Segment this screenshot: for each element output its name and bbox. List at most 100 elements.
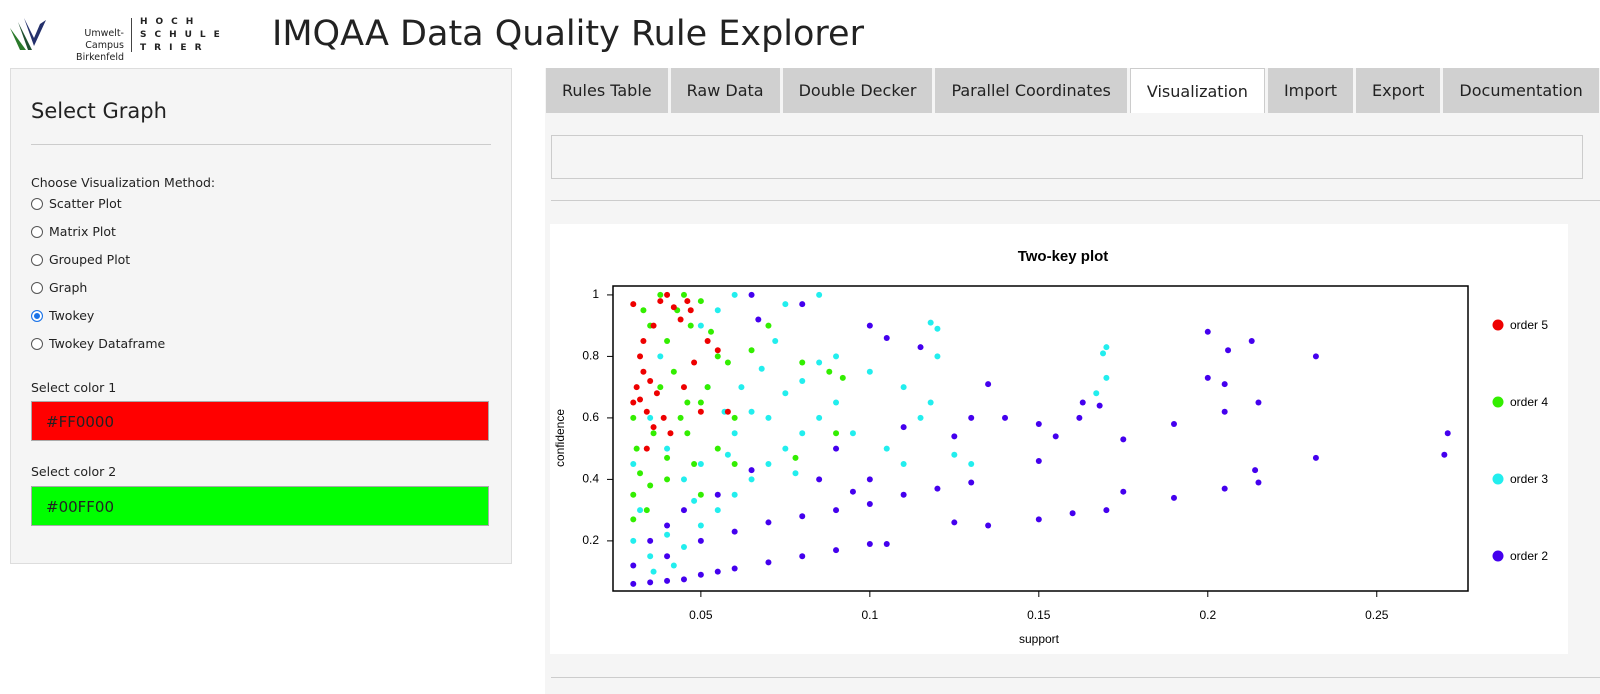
- point: [664, 522, 671, 529]
- point: [637, 353, 644, 360]
- point: [1035, 516, 1042, 523]
- point: [643, 507, 650, 514]
- tab[interactable]: Rules Table: [546, 68, 668, 113]
- legend-marker: [1492, 319, 1504, 331]
- radio-button[interactable]: [31, 309, 43, 322]
- point: [647, 378, 654, 385]
- color-input[interactable]: #00FF00: [31, 486, 489, 526]
- point: [664, 338, 671, 345]
- point: [1204, 328, 1211, 335]
- point: [1096, 402, 1103, 409]
- point: [704, 384, 711, 391]
- field-label: Select color 2: [31, 464, 117, 479]
- tab[interactable]: Export: [1356, 68, 1441, 113]
- point: [687, 322, 694, 329]
- point: [849, 488, 856, 495]
- point: [1093, 390, 1100, 397]
- radio-button[interactable]: [31, 281, 43, 294]
- radio-option[interactable]: Twokey: [31, 308, 94, 323]
- point: [900, 424, 907, 431]
- point: [677, 414, 684, 421]
- point: [1002, 414, 1009, 421]
- point: [704, 338, 711, 345]
- logo-text: HOCH: [140, 17, 202, 27]
- radio-label[interactable]: Scatter Plot: [49, 196, 122, 211]
- point: [633, 445, 640, 452]
- point: [640, 338, 647, 345]
- radio-label[interactable]: Graph: [49, 280, 88, 295]
- point: [664, 577, 671, 584]
- point: [714, 491, 721, 498]
- radio-label[interactable]: Matrix Plot: [49, 224, 116, 239]
- point: [917, 344, 924, 351]
- point: [1100, 350, 1107, 357]
- plot-frame: [612, 285, 1469, 592]
- point: [667, 430, 674, 437]
- radio-option[interactable]: Grouped Plot: [31, 252, 130, 267]
- point: [748, 476, 755, 483]
- tab[interactable]: Double Decker: [782, 68, 933, 113]
- point: [799, 378, 806, 385]
- legend-label: order 2: [1510, 549, 1548, 563]
- point: [630, 537, 637, 544]
- point: [670, 562, 677, 569]
- point: [900, 384, 907, 391]
- point: [714, 507, 721, 514]
- radio-label[interactable]: Grouped Plot: [49, 252, 131, 267]
- tab[interactable]: Visualization: [1129, 68, 1265, 113]
- y-tick-label: 1: [592, 287, 599, 301]
- point: [799, 359, 806, 366]
- point: [670, 368, 677, 375]
- point: [758, 365, 765, 372]
- radio-option[interactable]: Graph: [31, 280, 87, 295]
- color-input[interactable]: #FF0000: [31, 401, 489, 441]
- radio-option[interactable]: Matrix Plot: [31, 224, 116, 239]
- point: [657, 353, 664, 360]
- point: [630, 399, 637, 406]
- point: [765, 519, 772, 526]
- point: [917, 414, 924, 421]
- point: [731, 565, 738, 572]
- point: [691, 359, 698, 366]
- tab[interactable]: Documentation: [1443, 68, 1599, 113]
- tab[interactable]: Import: [1267, 68, 1354, 113]
- radio-button[interactable]: [31, 225, 43, 238]
- point: [782, 301, 789, 308]
- point: [985, 522, 992, 529]
- point: [643, 445, 650, 452]
- point: [748, 408, 755, 415]
- logo-mark: [10, 18, 46, 50]
- point: [680, 384, 687, 391]
- tab[interactable]: Parallel Coordinates: [935, 68, 1127, 113]
- point: [839, 374, 846, 381]
- point: [951, 519, 958, 526]
- point: [684, 399, 691, 406]
- radio-button[interactable]: [31, 197, 43, 210]
- point: [1444, 430, 1451, 437]
- point: [724, 359, 731, 366]
- radio-label[interactable]: Twokey: [49, 308, 95, 323]
- point: [883, 540, 890, 547]
- chart-title: Two-key plot: [1018, 248, 1109, 265]
- radio-button[interactable]: [31, 253, 43, 266]
- radio-option[interactable]: Scatter Plot: [31, 196, 122, 211]
- point: [833, 445, 840, 452]
- point: [684, 298, 691, 305]
- radio-option[interactable]: Twokey Dataframe: [31, 336, 165, 351]
- logo-text: Umwelt-Campus: [84, 28, 124, 51]
- radio-button[interactable]: [31, 337, 43, 350]
- x-tick-label: 0.15: [1027, 608, 1051, 622]
- legend-marker: [1492, 396, 1504, 408]
- tab[interactable]: Raw Data: [670, 68, 780, 113]
- field-label: Select color 1: [31, 380, 117, 395]
- point: [647, 482, 654, 489]
- point: [691, 461, 698, 468]
- point: [985, 381, 992, 388]
- point: [687, 307, 694, 314]
- radio-label[interactable]: Twokey Dataframe: [49, 336, 166, 351]
- point: [670, 304, 677, 311]
- point: [755, 316, 762, 323]
- legend-label: order 4: [1510, 395, 1548, 409]
- point: [640, 368, 647, 375]
